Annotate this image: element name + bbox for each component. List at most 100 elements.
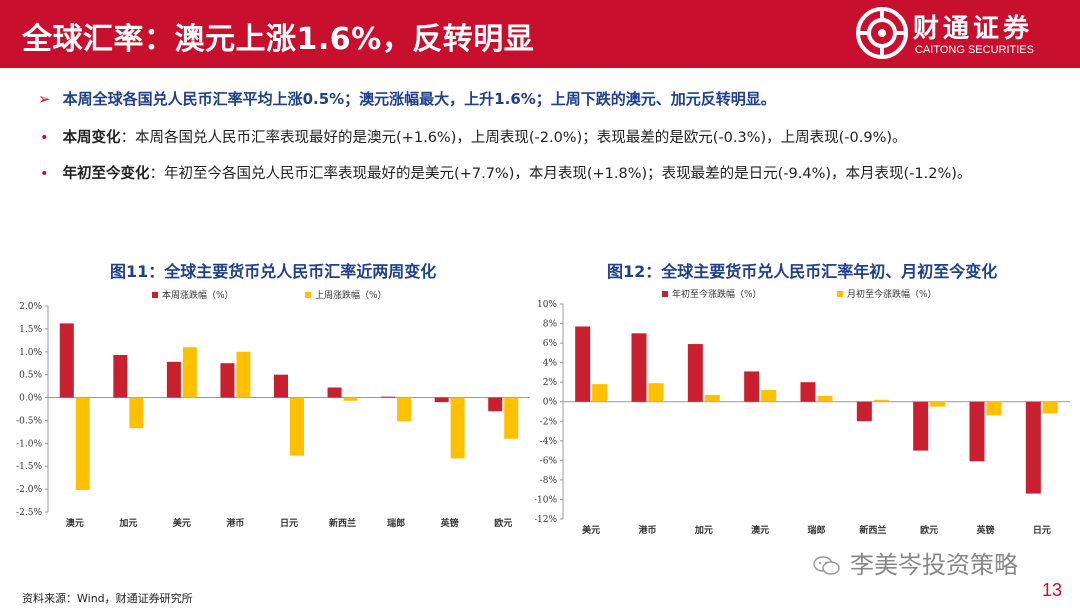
page-title: 全球汇率：澳元上涨1.6%，反转明显 [22,22,535,57]
x-tick-label: 港币 [638,524,656,536]
legend-label: 本周涨跌幅（%） [162,289,234,301]
y-tick-label: 10% [537,300,557,310]
bar-secondary [986,401,1002,416]
watermark-text: 李美岑投资策略 [850,551,1018,579]
bullet-dot-icon: • [40,130,49,146]
x-tick-label: 新西兰 [329,517,356,529]
bar-secondary [75,397,90,491]
bar-secondary [761,390,777,402]
watermark: 李美岑投资策略 [812,545,1018,580]
bar-primary [744,371,760,402]
y-tick-label: 6% [543,339,558,349]
y-tick-label: 2% [543,378,558,388]
bullet-dot-icon: • [40,166,49,182]
x-tick-label: 澳元 [66,517,84,529]
y-tick-label: -1.0% [16,439,42,449]
y-tick-label: 4% [543,359,558,369]
y-tick-label: 0.0% [19,394,42,404]
logo-icon [856,7,908,59]
legend-swatch [305,292,311,298]
bar-secondary [592,384,608,402]
y-tick-label: -1.5% [16,462,42,472]
legend-swatch [152,292,158,298]
bar-secondary [648,383,664,402]
arrow-bullet-icon: ➢ [38,90,51,108]
x-tick-label: 瑞郎 [807,524,825,536]
bar-primary [631,333,647,402]
bullet-label: 年初至今变化 [62,166,150,182]
legend-label: 上周涨跌幅（%） [315,289,387,301]
bar-primary [327,387,342,398]
bar-secondary [290,397,304,456]
x-tick-label: 新西兰 [859,524,886,536]
bar-primary [575,326,591,402]
bar-secondary [236,351,251,398]
x-tick-label: 日元 [280,518,298,529]
summary-text: 本周全球各国兑人民币汇率平均上涨0.5%；澳元涨幅最大，上升1.6%；上周下跌的… [62,90,776,108]
bar-secondary [873,399,889,402]
figure-11-title: 图11：全球主要货币兑人民币汇率近两周变化 [110,262,437,281]
y-tick-label: -2% [540,417,558,427]
bar-primary [800,382,816,402]
x-tick-label: 澳元 [751,524,769,536]
x-tick-label: 美元 [173,517,191,529]
x-tick-label: 欧元 [494,517,512,529]
y-tick-label: -8% [540,476,558,486]
x-tick-label: 加元 [118,517,137,529]
bar-primary [434,397,449,403]
bar-primary [274,374,288,398]
bar-secondary [1042,401,1058,414]
bar-primary [969,401,985,462]
legend-swatch [837,291,843,297]
legend-swatch [662,291,668,297]
bullet-text: ：年初至今各国兑人民币汇率表现最好的是美元(+7.7%)，本月表现(+1.8%)… [149,166,972,182]
x-tick-label: 英镑 [975,524,994,536]
bar-secondary [704,394,720,402]
legend-label: 月初至今涨跌幅（%） [847,288,937,300]
x-tick-label: 英镑 [440,517,459,529]
bar-secondary [930,401,946,407]
header-bar: 全球汇率：澳元上涨1.6%，反转明显 财通证券 CAITONG SECURITI… [0,0,1080,68]
y-tick-label: -12% [535,515,557,525]
logo-en-text: CAITONG SECURITIES [915,44,1034,56]
x-tick-label: 瑞郎 [387,517,405,529]
summary-line: ➢ 本周全球各国兑人民币汇率平均上涨0.5%；澳元涨幅最大，上升1.6%；上周下跌… [38,88,776,109]
bar-secondary [504,397,519,439]
bar-secondary [129,397,144,429]
y-tick-label: 0.5% [19,371,42,381]
bar-primary [913,401,929,451]
x-tick-label: 美元 [582,524,600,536]
bar-primary [59,323,74,398]
bullet-weekly: • 本周变化：本周各国兑人民币汇率表现最好的是澳元(+1.6%)，上周表现(-2.… [40,126,907,147]
wechat-icon [813,556,840,575]
bar-primary [1025,401,1041,494]
company-logo: 财通证券 CAITONG SECURITIES [855,6,1055,62]
bullet-label: 本周变化 [62,130,121,146]
source-note: 资料来源：Wind，财通证券研究所 [22,592,193,605]
y-tick-label: -4% [540,437,558,447]
y-tick-label: 0% [543,398,558,408]
bullet-ytd: • 年初至今变化：年初至今各国兑人民币汇率表现最好的是美元(+7.7%)，本月表现… [40,162,971,183]
logo-cn-text: 财通证券 [913,14,1034,44]
y-tick-label: 8% [543,320,558,330]
legend-label: 年初至今涨跌幅（%） [672,288,762,300]
y-tick-label: 1.5% [19,325,42,335]
figure-12-title: 图12：全球主要货币兑人民币汇率年初、月初至今变化 [607,262,998,281]
y-tick-label: -2.0% [16,485,42,495]
bar-primary [113,354,128,398]
page-number: 13 [1041,580,1062,600]
x-tick-label: 港币 [226,517,244,529]
chart-weekly-change: 2.0% 1.5% 1.0% 0.5% 0.0% -0.5% -1.0% -1.5% -2.0%… [16,289,530,529]
y-tick-label: -10% [535,495,557,505]
bar-primary [488,397,503,412]
bullet-text: ：本周各国兑人民币汇率表现最好的是澳元(+1.6%)，上周表现(-2.0%)；表… [120,130,907,146]
chart-ytd-mtd-change: 10% 8% 6% 4% 2% 0% -2% -4% -6% -8% -10% -12% 美元 港币 加元 澳… [535,288,1070,536]
bar-primary [856,401,872,422]
y-tick-label: -6% [540,456,558,466]
bar-primary [166,361,181,398]
bar-primary [381,396,396,398]
bar-primary [687,344,703,402]
y-tick-label: 1.0% [19,348,42,358]
bar-secondary [182,347,197,398]
y-tick-label: -0.5% [16,416,42,426]
